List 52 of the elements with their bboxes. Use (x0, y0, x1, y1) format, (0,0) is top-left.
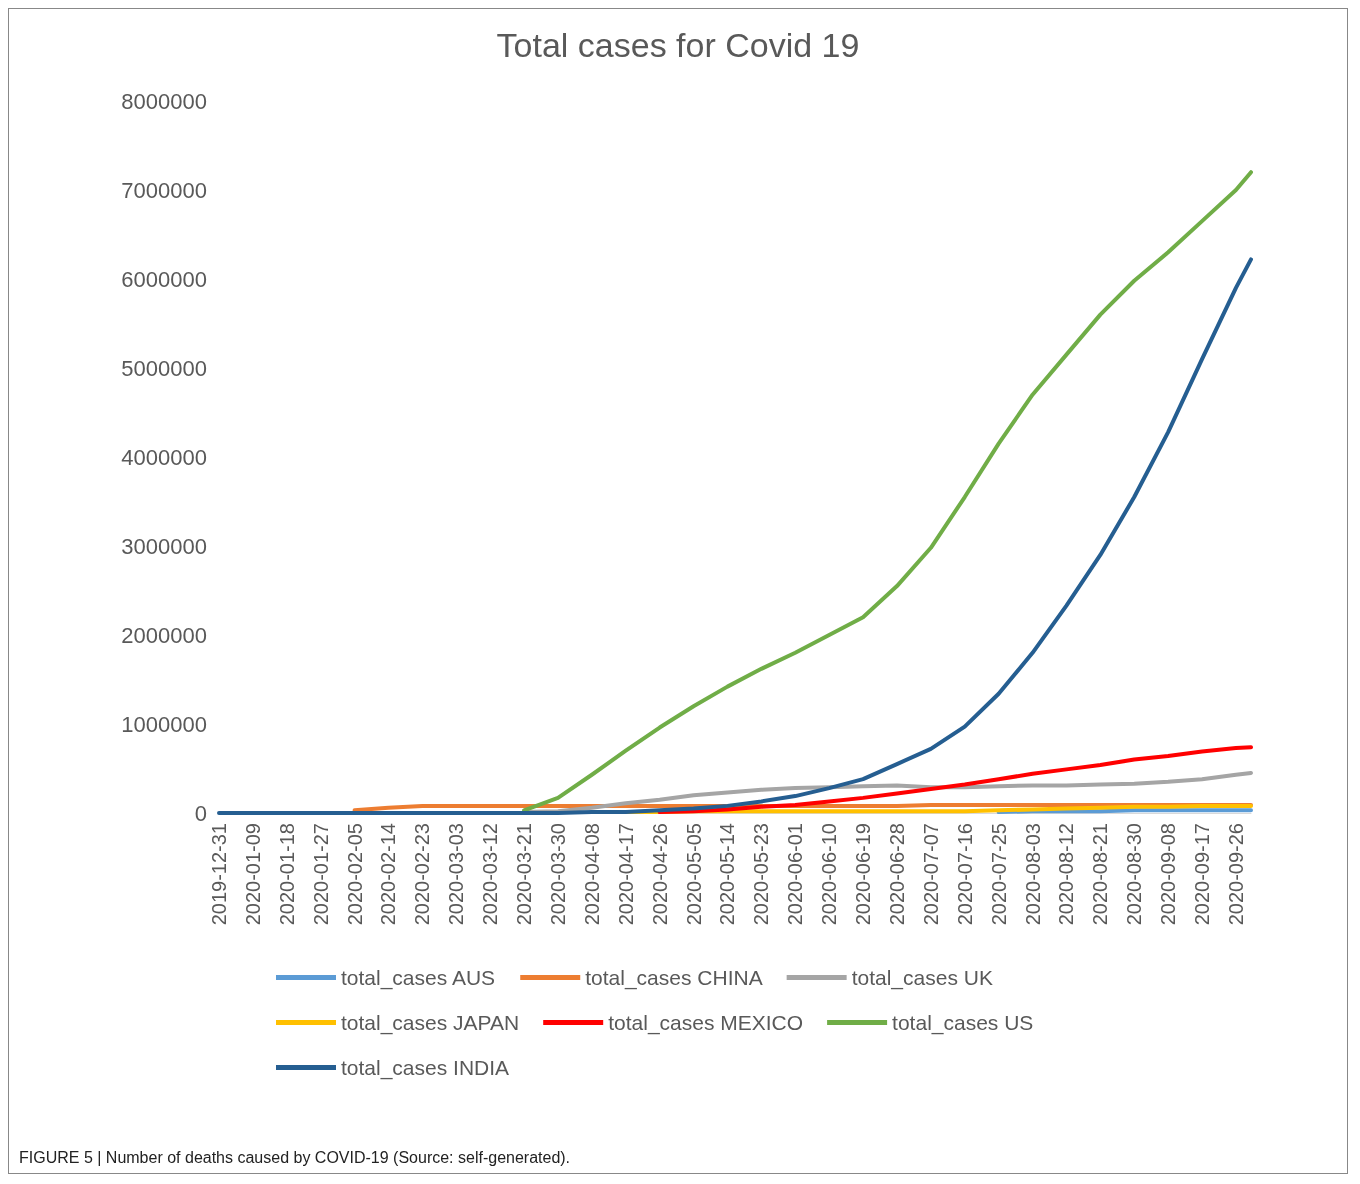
x-tick-label: 2020-09-08 (1157, 823, 1180, 926)
x-tick-label: 2020-06-01 (784, 823, 807, 926)
chart-title: Total cases for Covid 19 (496, 26, 860, 64)
x-tick-label: 2020-04-08 (580, 823, 603, 926)
x-tick-label: 2020-04-26 (648, 823, 671, 926)
x-tick-label: 2020-08-12 (1055, 823, 1078, 926)
x-tick-label: 2020-02-23 (411, 823, 434, 926)
line-series (522, 170, 1253, 813)
line-series (657, 745, 1253, 815)
legend-label: total_cases AUS (341, 966, 496, 990)
x-tick-label: 2020-01-27 (309, 823, 332, 926)
y-tick-label: 8000000 (121, 88, 207, 114)
caption: FIGURE 5 | Number of deaths caused by COVID-19 (Source: self-generated). (19, 1148, 571, 1166)
line-series (217, 257, 1253, 815)
x-tick-label: 2019-12-31 (208, 823, 230, 926)
y-tick-label: 6000000 (121, 266, 207, 292)
legend-label: total_cases CHINA (585, 966, 763, 990)
x-tick-label: 2020-07-07 (919, 823, 942, 926)
x-tick-label: 2020-03-03 (445, 823, 468, 926)
x-tick-label: 2020-01-18 (275, 823, 298, 926)
x-tick-label: 2020-01-09 (241, 823, 264, 926)
y-tick-label: 0 (194, 800, 207, 826)
x-tick-label: 2020-03-12 (479, 823, 502, 926)
x-tick-label: 2020-06-19 (852, 823, 875, 926)
x-tick-label: 2020-08-30 (1123, 823, 1146, 926)
x-tick-label: 2020-07-16 (953, 823, 976, 926)
x-tick-label: 2020-03-30 (546, 823, 569, 926)
y-tick-label: 5000000 (121, 355, 207, 381)
x-tick-label: 2020-05-14 (716, 823, 739, 926)
x-tick-label: 2020-09-17 (1191, 823, 1214, 926)
y-tick-label: 4000000 (121, 444, 207, 470)
x-tick-label: 2020-06-10 (818, 823, 841, 926)
legend-label: total_cases MEXICO (608, 1011, 804, 1035)
legend-label: total_cases US (892, 1011, 1034, 1035)
x-tick-label: 2020-04-17 (614, 823, 637, 926)
legend-label: total_cases JAPAN (341, 1011, 520, 1035)
y-tick-label: 3000000 (121, 533, 207, 559)
x-tick-label: 2020-09-26 (1224, 823, 1247, 926)
x-tick-label: 2020-05-23 (750, 823, 773, 926)
x-tick-label: 2020-05-05 (682, 823, 705, 926)
x-tick-label: 2020-02-14 (377, 823, 400, 926)
y-tick-label: 1000000 (121, 711, 207, 737)
x-tick-label: 2020-08-03 (1021, 823, 1044, 926)
y-tick-label: 7000000 (121, 177, 207, 203)
x-tick-label: 2020-08-21 (1089, 823, 1112, 926)
legend-label: total_cases INDIA (341, 1056, 510, 1080)
y-tick-label: 2000000 (121, 622, 207, 648)
x-tick-label: 2020-07-25 (987, 823, 1010, 926)
x-tick-label: 2020-03-21 (513, 823, 536, 926)
legend-label: total_cases UK (851, 966, 993, 990)
x-tick-label: 2020-06-28 (885, 823, 908, 926)
x-tick-label: 2020-02-05 (343, 823, 366, 926)
